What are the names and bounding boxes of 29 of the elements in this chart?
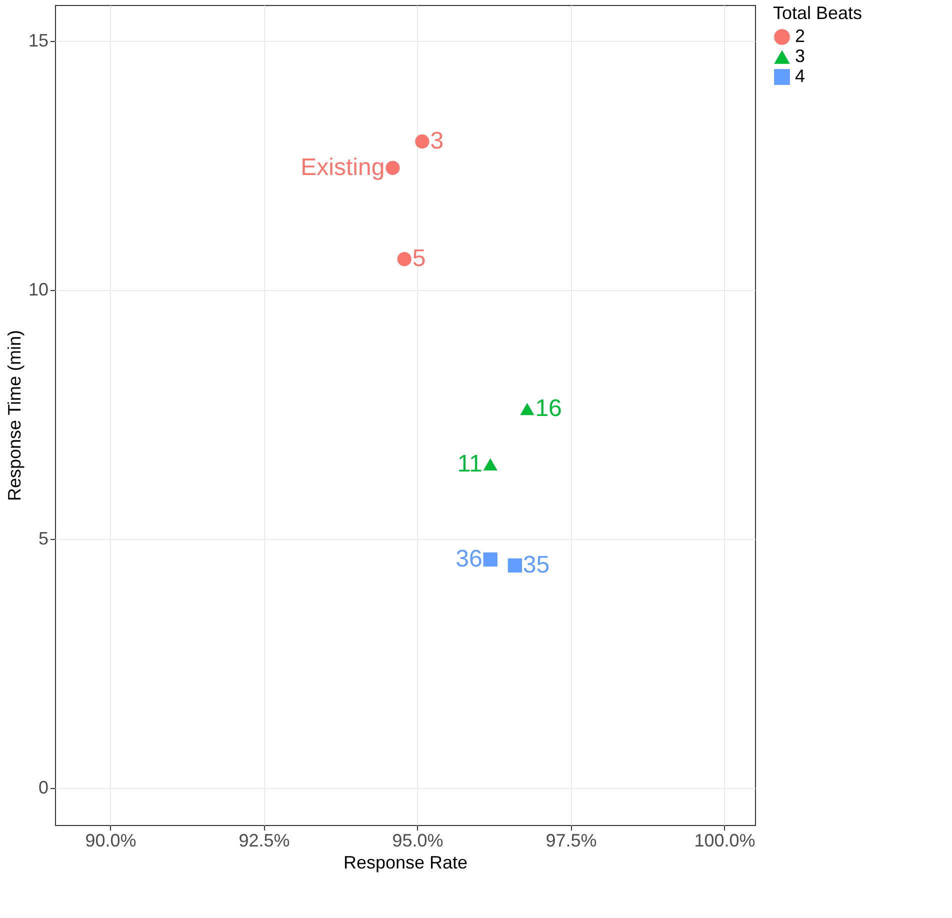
x-tick-label: 92.5%	[238, 830, 290, 850]
annotation: Existing	[300, 154, 385, 181]
y-tick-label: 10	[28, 279, 48, 300]
x-tick-label: 95.0%	[392, 830, 444, 850]
point	[483, 458, 498, 470]
y-axis-title: Response Time (min)	[4, 330, 24, 502]
legend-label: 3	[795, 46, 806, 66]
annotation: 36	[456, 545, 482, 572]
annotation: 5	[412, 245, 426, 272]
annotation: 35	[522, 551, 550, 578]
annotation: 11	[457, 450, 482, 478]
x-tick-label: 90.0%	[85, 830, 136, 850]
point	[386, 160, 400, 175]
point	[483, 552, 498, 567]
annotation: 16	[535, 395, 562, 422]
legend-label: 2	[795, 26, 806, 46]
x-axis-title: Response Rate	[343, 852, 468, 872]
point	[397, 252, 412, 266]
point	[520, 402, 534, 416]
y-tick-label: 5	[38, 528, 48, 549]
x-tick-label: 97.5%	[546, 830, 597, 850]
y-tick-label: 15	[28, 30, 48, 50]
legend-title: Total Beats	[773, 3, 862, 23]
point	[415, 134, 430, 149]
annotation: 3	[430, 128, 444, 154]
legend-label: 4	[795, 66, 806, 86]
y-tick-label: 0	[38, 778, 48, 798]
x-tick-label: 100.0%	[694, 830, 756, 850]
point	[508, 558, 522, 573]
